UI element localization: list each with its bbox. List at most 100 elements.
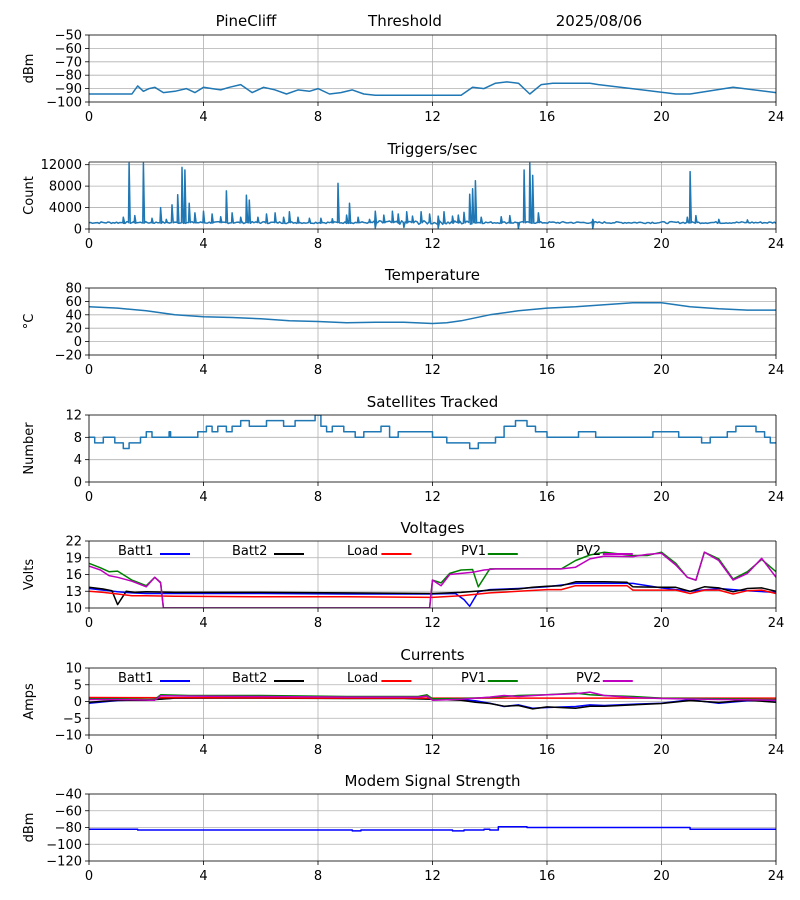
y-tick-label: −100 <box>46 96 82 111</box>
y-axis-label: °C <box>22 314 37 330</box>
panel-title: Voltages <box>400 519 464 537</box>
x-tick-label: 8 <box>314 237 322 252</box>
y-tick-label: −90 <box>55 82 82 97</box>
panel-title: Temperature <box>384 266 480 284</box>
panel-currents: 0 4 8 12 16 20 24 −10 −5 0 510 Currents Amps Batt1 Bat… <box>22 646 784 758</box>
x-tick-label: 12 <box>424 110 441 125</box>
y-tick-label: −70 <box>55 55 82 70</box>
x-tick-label: 24 <box>768 616 785 631</box>
y-tick-label: −100 <box>46 838 82 853</box>
series-group <box>89 415 776 450</box>
y-tick-label: 19 <box>65 551 82 566</box>
y-tick-label: 0 <box>74 335 82 350</box>
legend-label-pv2: PV2 <box>576 544 601 559</box>
series-group <box>89 825 776 832</box>
x-tick-label: 8 <box>314 869 322 884</box>
y-tick-label: 40 <box>65 308 82 323</box>
y-axis-label: Amps <box>22 683 37 720</box>
panel-modem: 0 4 8 12 16 20 24 −120 −100 −80 −60−40 Modem Signal… <box>22 772 784 884</box>
legend-label-load: Load <box>347 671 378 686</box>
legend-label-batt1: Batt1 <box>118 671 153 686</box>
x-tick-label: 20 <box>653 490 670 505</box>
series-line-satellites <box>89 415 776 450</box>
x-tick-label: 4 <box>199 743 207 758</box>
series-line-triggers <box>89 162 776 229</box>
legend-label-pv2: PV2 <box>576 671 601 686</box>
x-tick-label: 0 <box>85 490 93 505</box>
x-tick-label: 20 <box>653 869 670 884</box>
x-tick-label: 20 <box>653 616 670 631</box>
station-name: PineCliff <box>216 12 277 30</box>
x-tick-label: 4 <box>199 869 207 884</box>
series-group <box>89 551 776 608</box>
legend-label-pv1: PV1 <box>461 671 486 686</box>
series-line-rssi <box>89 81 776 97</box>
panel-satellites: 0 4 8 12 16 20 24 0 4 8 12 Satellites Tracked Number <box>22 393 784 505</box>
x-tick-label: 16 <box>539 363 556 378</box>
y-tick-label: 8000 <box>49 180 82 195</box>
y-tick-label: −80 <box>55 69 82 84</box>
y-tick-label: 4000 <box>49 201 82 216</box>
y-tick-label: 60 <box>65 295 82 310</box>
x-tick-label: 12 <box>424 237 441 252</box>
x-tick-label: 20 <box>653 743 670 758</box>
x-tick-label: 4 <box>199 616 207 631</box>
y-tick-label: 0 <box>74 476 82 491</box>
series-group <box>89 81 776 97</box>
x-tick-label: 4 <box>199 110 207 125</box>
y-tick-label: −50 <box>55 29 82 44</box>
series-line-load <box>89 584 776 599</box>
panel-triggers: 0 4 8 12 16 20 24 0 4000 8000 12000 Triggers/sec Cou… <box>22 140 784 252</box>
y-tick-label: −40 <box>55 788 82 803</box>
y-tick-label: −80 <box>55 821 82 836</box>
panel-rssi: 0 4 8 12 16 20 24 −100−90−80−70−60−50 dBm <box>22 29 784 126</box>
series-line-pv2 <box>89 551 776 608</box>
x-tick-label: 20 <box>653 237 670 252</box>
x-tick-label: 12 <box>424 743 441 758</box>
x-tick-label: 8 <box>314 743 322 758</box>
x-tick-label: 0 <box>85 110 93 125</box>
x-tick-label: 16 <box>539 743 556 758</box>
panel-title: Currents <box>400 646 464 664</box>
x-tick-label: 12 <box>424 616 441 631</box>
y-tick-label: 16 <box>65 568 82 583</box>
y-tick-label: −60 <box>55 804 82 819</box>
y-tick-label: 80 <box>65 282 82 297</box>
y-axis-label: dBm <box>22 813 37 843</box>
series-line-batt2 <box>89 581 776 606</box>
x-tick-label: 0 <box>85 616 93 631</box>
legend-label-pv1: PV1 <box>461 544 486 559</box>
x-tick-label: 0 <box>85 363 93 378</box>
y-tick-label: −20 <box>55 349 82 364</box>
y-tick-label: 4 <box>74 453 82 468</box>
y-tick-label: 0 <box>74 223 82 238</box>
x-tick-label: 0 <box>85 743 93 758</box>
y-tick-label: 8 <box>74 431 82 446</box>
x-tick-label: 8 <box>314 490 322 505</box>
panel-title: Triggers/sec <box>387 140 478 158</box>
x-tick-label: 8 <box>314 616 322 631</box>
x-tick-label: 24 <box>768 743 785 758</box>
series-line-pv2 <box>89 691 776 701</box>
series-line-temperature <box>89 301 776 325</box>
x-tick-label: 16 <box>539 110 556 125</box>
report-date: 2025/08/06 <box>556 12 642 30</box>
x-tick-label: 0 <box>85 237 93 252</box>
x-tick-label: 16 <box>539 869 556 884</box>
x-tick-label: 12 <box>424 363 441 378</box>
x-tick-label: 8 <box>314 110 322 125</box>
x-tick-label: 20 <box>653 110 670 125</box>
x-tick-label: 12 <box>424 490 441 505</box>
series-group <box>89 301 776 325</box>
y-tick-label: 13 <box>65 585 82 600</box>
y-tick-label: −60 <box>55 42 82 57</box>
series-group <box>89 162 776 229</box>
y-axis-label: Number <box>22 422 37 475</box>
legend-label-load: Load <box>347 544 378 559</box>
x-tick-label: 0 <box>85 869 93 884</box>
y-tick-label: 12 <box>65 409 82 424</box>
x-tick-label: 24 <box>768 490 785 505</box>
x-tick-label: 4 <box>199 363 207 378</box>
